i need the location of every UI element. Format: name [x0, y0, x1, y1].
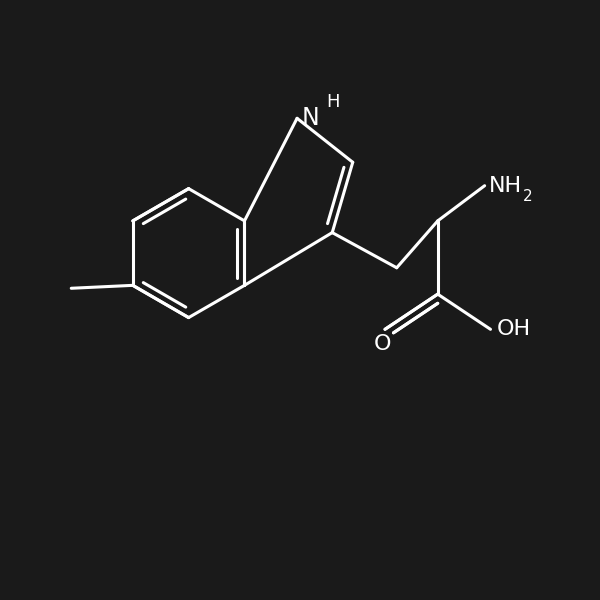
Text: NH: NH [490, 176, 523, 196]
Text: O: O [373, 334, 391, 354]
Text: OH: OH [496, 319, 530, 340]
Text: 2: 2 [523, 189, 532, 204]
Text: H: H [326, 93, 340, 111]
Text: N: N [302, 106, 320, 130]
